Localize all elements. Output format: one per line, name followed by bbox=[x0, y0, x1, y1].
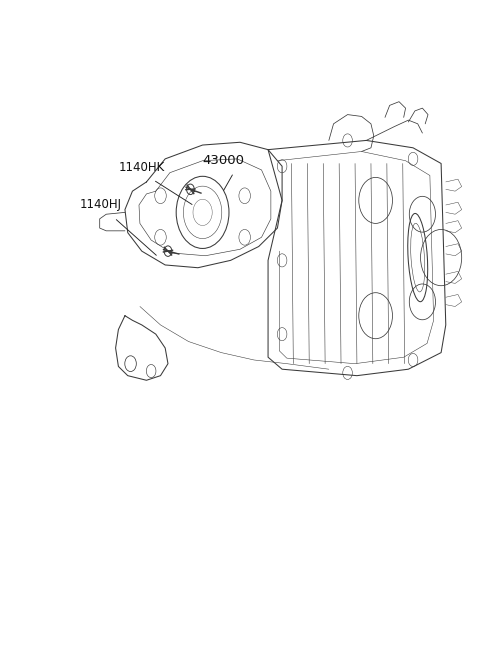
Text: 1140HJ: 1140HJ bbox=[80, 198, 122, 211]
Text: 1140HK: 1140HK bbox=[119, 161, 165, 174]
Text: 43000: 43000 bbox=[202, 154, 244, 167]
